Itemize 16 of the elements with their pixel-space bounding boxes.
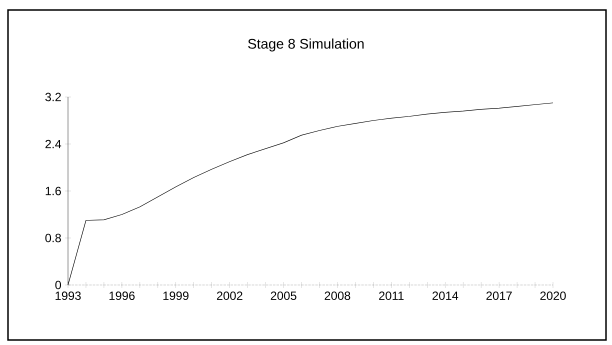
- x-tick-label: 2008: [324, 292, 350, 300]
- x-tick-label: 2002: [216, 292, 242, 300]
- x-tick-label: 1999: [163, 292, 188, 300]
- y-tick-label: 3.2: [45, 92, 61, 102]
- x-tick-label: 1993: [56, 292, 81, 300]
- x-tick-label: 2005: [270, 292, 296, 300]
- x-tick-label: 2020: [540, 292, 566, 300]
- y-tick-label: 0: [55, 280, 62, 290]
- x-tick-label: 2014: [432, 292, 458, 300]
- x-tick-label: 2011: [379, 292, 404, 300]
- chart-title: Stage 8 Simulation: [248, 38, 364, 52]
- y-tick-label: 0.8: [45, 234, 61, 242]
- y-tick-label: 2.4: [45, 140, 62, 148]
- y-tick-label: 1.6: [46, 186, 61, 196]
- x-tick-label: 1996: [109, 292, 135, 300]
- x-tick-label: 2017: [486, 292, 512, 300]
